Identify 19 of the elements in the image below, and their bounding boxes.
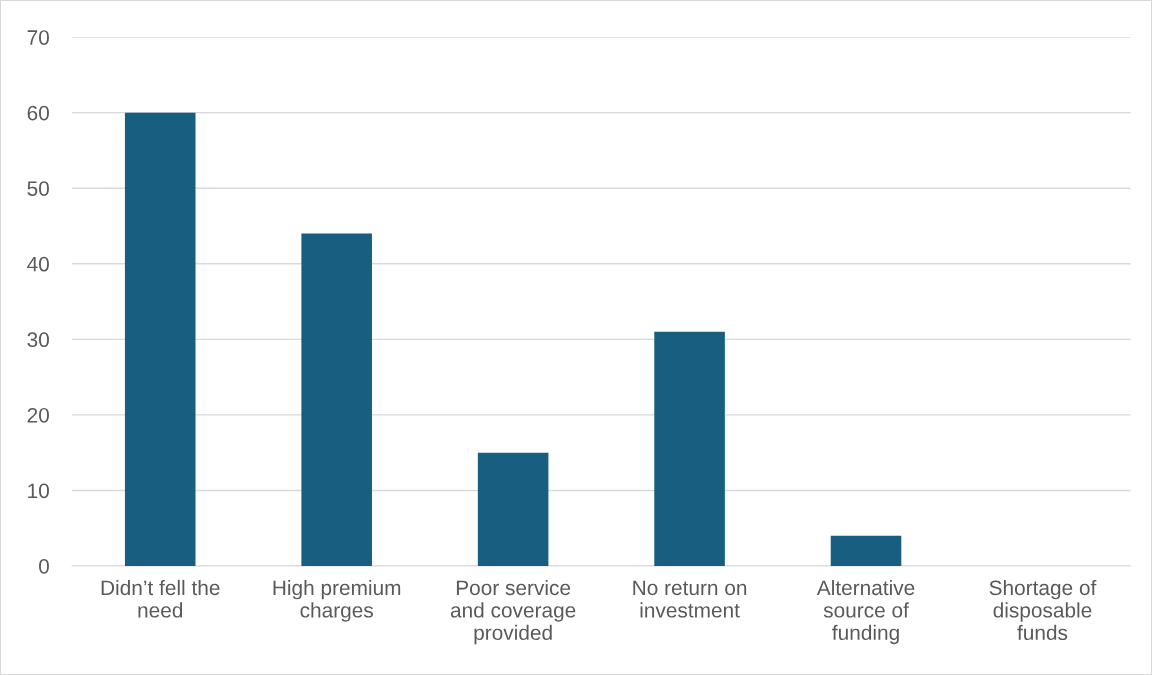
bar	[124, 112, 196, 566]
y-tick-label: 50	[27, 181, 49, 196]
y-tick-label: 0	[39, 558, 49, 574]
y-tick-label: 30	[27, 332, 49, 348]
x-tick-label: Didn’t fell the need	[101, 579, 220, 618]
y-tick-label: 70	[27, 30, 49, 45]
x-tick-label: No return on investment	[633, 580, 747, 618]
y-tick-label: 20	[27, 407, 49, 423]
bar	[654, 331, 725, 566]
y-tick-label: 10	[28, 483, 49, 499]
x-tick-label: High premium charges	[273, 579, 401, 622]
y-tick-label: 40	[27, 256, 49, 272]
bar	[477, 452, 549, 566]
bar	[830, 535, 902, 566]
x-tick-label: Shortage of disposable funds	[989, 579, 1097, 641]
y-tick-label: 60	[27, 105, 49, 121]
x-tick-label: Poor service and coverage provided	[450, 579, 576, 645]
x-tick-label: Alternative source of funding	[816, 579, 915, 645]
bar	[301, 233, 372, 566]
